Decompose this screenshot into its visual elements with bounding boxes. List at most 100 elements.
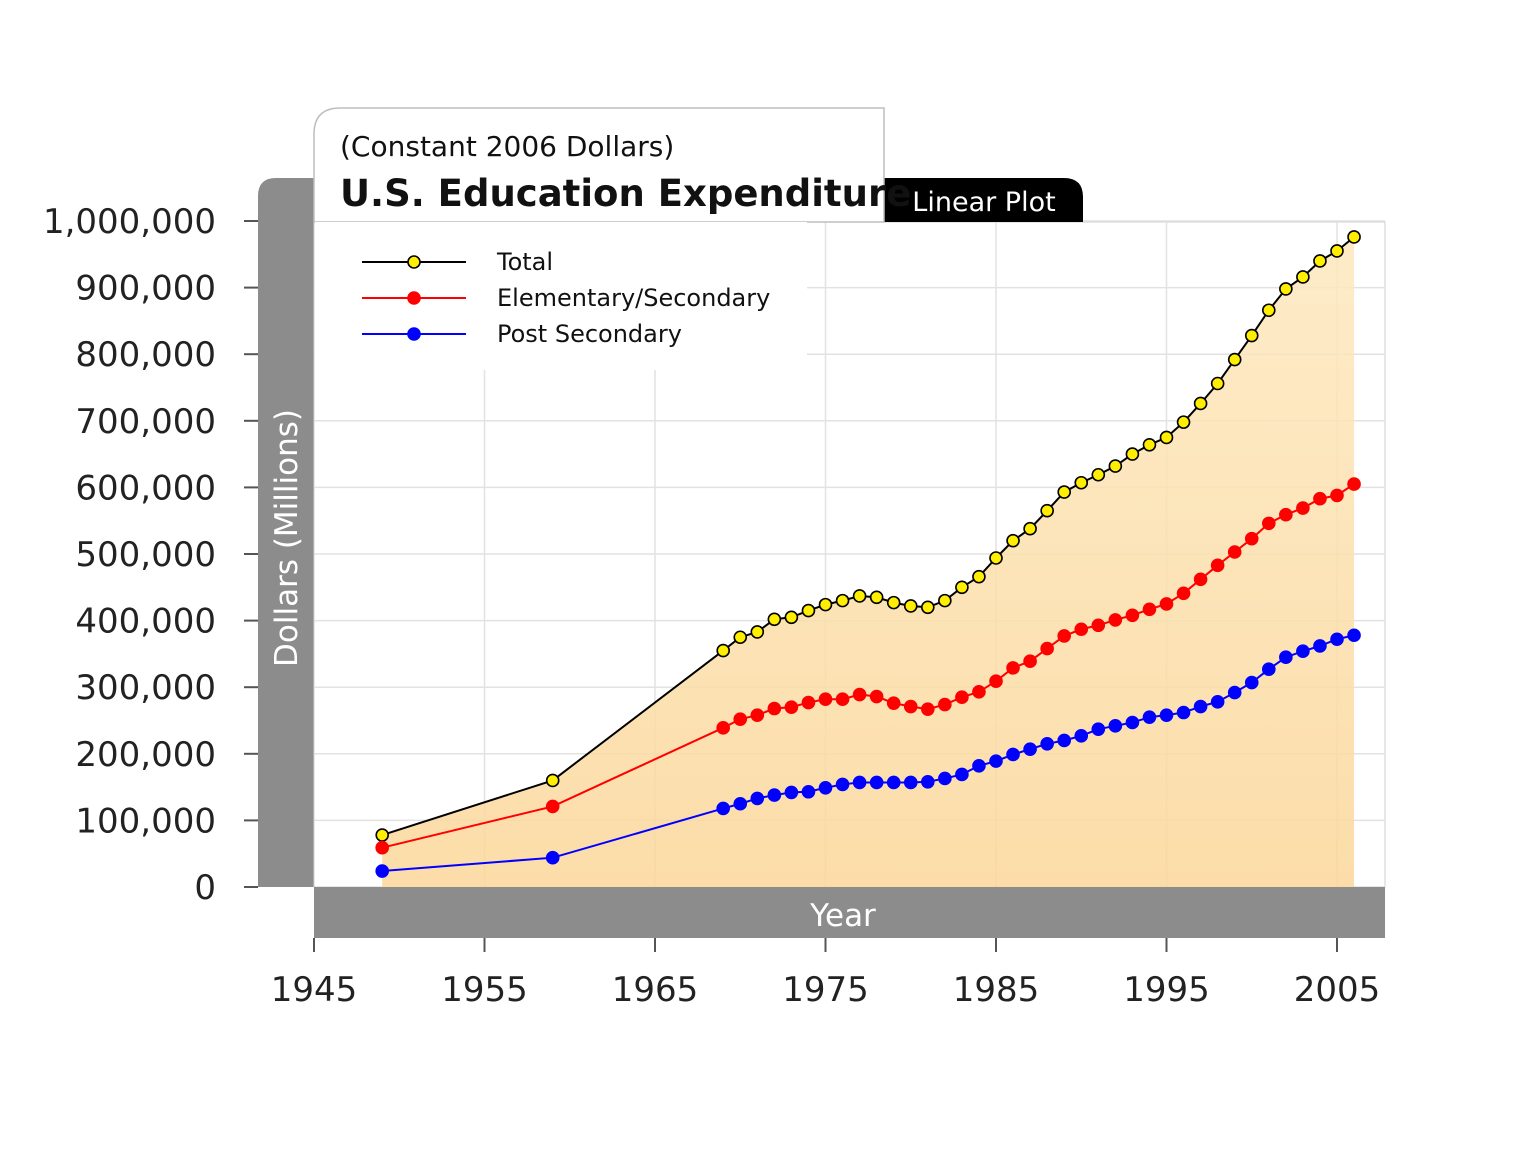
x-tick-label: 1945	[271, 970, 358, 1010]
point-elementary-secondary	[818, 692, 833, 706]
point-total	[1244, 328, 1259, 343]
point-total	[1006, 533, 1020, 548]
point-elementary-secondary	[1142, 602, 1157, 617]
point-total	[886, 595, 901, 610]
point-total	[1262, 303, 1276, 318]
point-elementary-secondary	[1296, 501, 1310, 515]
point-post-secondary	[375, 864, 390, 878]
series-layer	[375, 230, 1361, 878]
y-tick-label: 300,000	[75, 668, 216, 708]
point-elementary-secondary	[1159, 597, 1174, 611]
linear-plot-tab[interactable]	[884, 178, 1083, 222]
series-line-total	[381, 236, 1355, 837]
chart-title: U.S. Education Expenditure	[340, 172, 911, 215]
x-tick-label: 1975	[782, 970, 869, 1010]
title-card	[313, 107, 885, 223]
point-post-secondary	[886, 775, 901, 790]
point-total	[1108, 459, 1123, 473]
point-elementary-secondary	[886, 696, 901, 710]
point-elementary-secondary	[1227, 545, 1242, 559]
point-post-secondary	[852, 775, 867, 790]
legend: Total Elementary/Secondary Post Secondary	[362, 248, 770, 348]
y-tick-label: 0	[194, 868, 216, 908]
point-total	[733, 630, 748, 645]
point-total	[1057, 485, 1071, 499]
point-total	[818, 597, 833, 612]
point-post-secondary	[1296, 644, 1310, 659]
point-elementary-secondary	[733, 712, 748, 726]
point-elementary-secondary	[835, 692, 850, 706]
point-post-secondary	[1125, 715, 1140, 730]
point-elementary-secondary	[972, 685, 986, 699]
point-elementary-secondary	[869, 689, 884, 704]
point-total	[869, 590, 884, 605]
point-elementary-secondary	[955, 690, 969, 704]
point-total	[1091, 467, 1106, 482]
point-post-secondary	[1142, 710, 1157, 724]
point-post-secondary	[1227, 685, 1242, 700]
point-post-secondary	[750, 791, 765, 806]
point-post-secondary	[920, 774, 935, 789]
point-total	[938, 593, 952, 608]
point-post-secondary	[1091, 722, 1106, 736]
point-post-secondary	[989, 754, 1003, 768]
point-post-secondary	[733, 796, 748, 811]
point-total	[1210, 376, 1225, 391]
point-post-secondary	[1347, 628, 1361, 643]
point-total	[1279, 282, 1293, 296]
x-axis-title: Year	[809, 898, 876, 934]
point-total	[989, 551, 1003, 565]
point-elementary-secondary	[852, 687, 867, 702]
legend-marker-elementary-secondary	[407, 291, 421, 305]
x-tick-label: 1965	[612, 970, 699, 1010]
point-elementary-secondary	[1091, 618, 1106, 633]
point-elementary-secondary	[920, 702, 935, 716]
point-elementary-secondary	[750, 708, 765, 722]
point-total	[1227, 352, 1242, 367]
point-elementary-secondary	[903, 699, 918, 714]
point-post-secondary	[1193, 699, 1208, 714]
x-tick-label: 1955	[441, 970, 528, 1010]
point-post-secondary	[716, 801, 731, 816]
point-elementary-secondary	[1210, 558, 1225, 573]
x-tick-label: 1995	[1123, 970, 1210, 1010]
y-tick-label: 100,000	[75, 801, 216, 841]
point-total	[955, 580, 969, 595]
point-elementary-secondary	[1040, 641, 1054, 656]
y-tick-label: 900,000	[75, 269, 216, 309]
point-elementary-secondary	[767, 701, 782, 716]
point-total	[1347, 230, 1361, 244]
point-elementary-secondary	[1262, 516, 1276, 531]
point-total	[920, 600, 935, 615]
point-post-secondary	[1023, 742, 1037, 756]
y-tick-label: 800,000	[75, 335, 216, 375]
point-elementary-secondary	[1330, 488, 1344, 503]
point-post-secondary	[955, 767, 969, 782]
x-axis-band	[314, 887, 1385, 938]
point-total	[767, 612, 782, 627]
point-elementary-secondary	[716, 721, 731, 735]
x-tick-label: 2005	[1294, 970, 1381, 1010]
point-post-secondary	[1313, 639, 1327, 653]
point-post-secondary	[1244, 675, 1259, 690]
point-post-secondary	[972, 758, 986, 773]
series-line-post-secondary	[382, 634, 1355, 873]
point-post-secondary	[1074, 729, 1089, 743]
point-total	[1142, 437, 1157, 452]
y-axis-ticks: 0 100,000 200,000 300,000 400,000 500,000 600,…	[43, 202, 258, 908]
point-elementary-secondary	[1125, 608, 1140, 623]
point-total	[545, 773, 560, 788]
point-elementary-secondary	[1006, 661, 1020, 675]
point-post-secondary	[545, 850, 560, 865]
x-tick-label: 1985	[953, 970, 1040, 1010]
point-total	[1159, 430, 1174, 445]
point-total	[972, 569, 986, 584]
point-total	[716, 643, 731, 658]
point-elementary-secondary	[1023, 654, 1037, 669]
point-post-secondary	[1159, 708, 1174, 722]
point-post-secondary	[1176, 705, 1191, 720]
point-post-secondary	[1108, 719, 1123, 733]
y-tick-label: 500,000	[75, 535, 216, 575]
y-axis-band	[258, 178, 314, 887]
